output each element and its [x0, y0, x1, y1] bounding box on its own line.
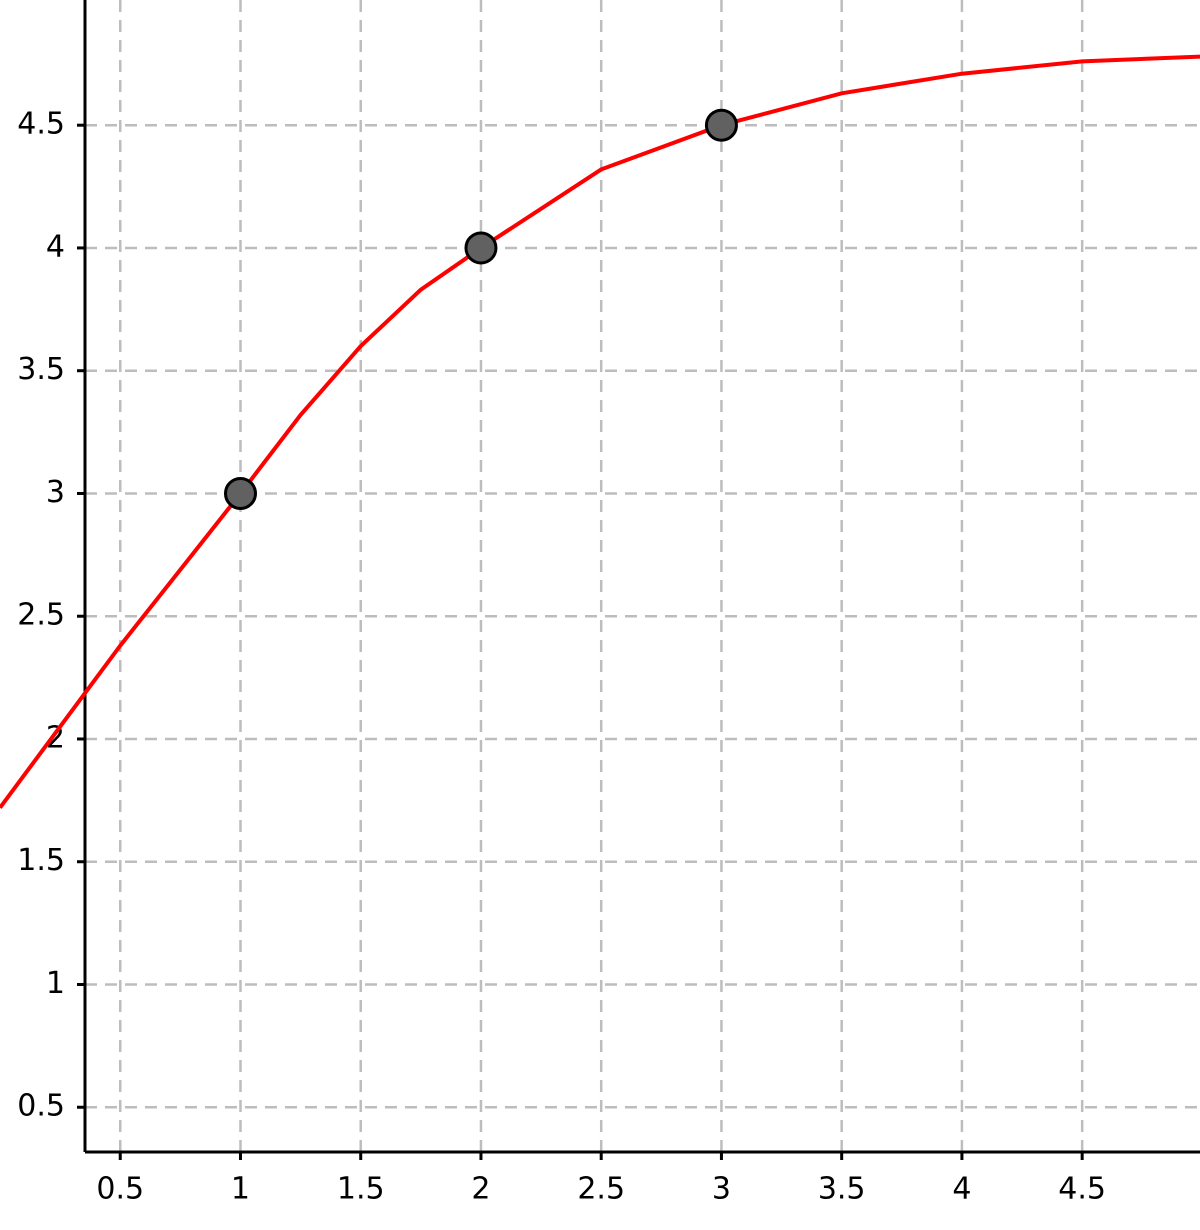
y-tick-label: 1.5 — [17, 843, 65, 878]
x-tick-label: 1.5 — [337, 1172, 385, 1207]
y-tick-label: 0.5 — [17, 1089, 65, 1124]
data-point — [464, 231, 498, 265]
data-point — [704, 108, 738, 142]
x-tick-label: 2.5 — [577, 1172, 625, 1207]
y-tick-label: 1 — [46, 966, 65, 1001]
x-tick-label: 0.5 — [96, 1172, 144, 1207]
data-point — [223, 476, 257, 510]
y-tick-label: 3.5 — [17, 352, 65, 387]
x-tick-label: 1 — [231, 1172, 250, 1207]
x-tick-label: 4 — [952, 1172, 971, 1207]
y-tick-label: 3 — [46, 475, 65, 510]
x-tick-label: 3 — [712, 1172, 731, 1207]
x-tick-label: 4.5 — [1058, 1172, 1106, 1207]
y-tick-label: 4 — [46, 229, 65, 264]
y-tick-label: 2.5 — [17, 598, 65, 633]
y-tick-label: 4.5 — [17, 107, 65, 142]
x-tick-label: 2 — [471, 1172, 490, 1207]
curve — [0, 54, 1200, 809]
x-tick-label: 3.5 — [818, 1172, 866, 1207]
